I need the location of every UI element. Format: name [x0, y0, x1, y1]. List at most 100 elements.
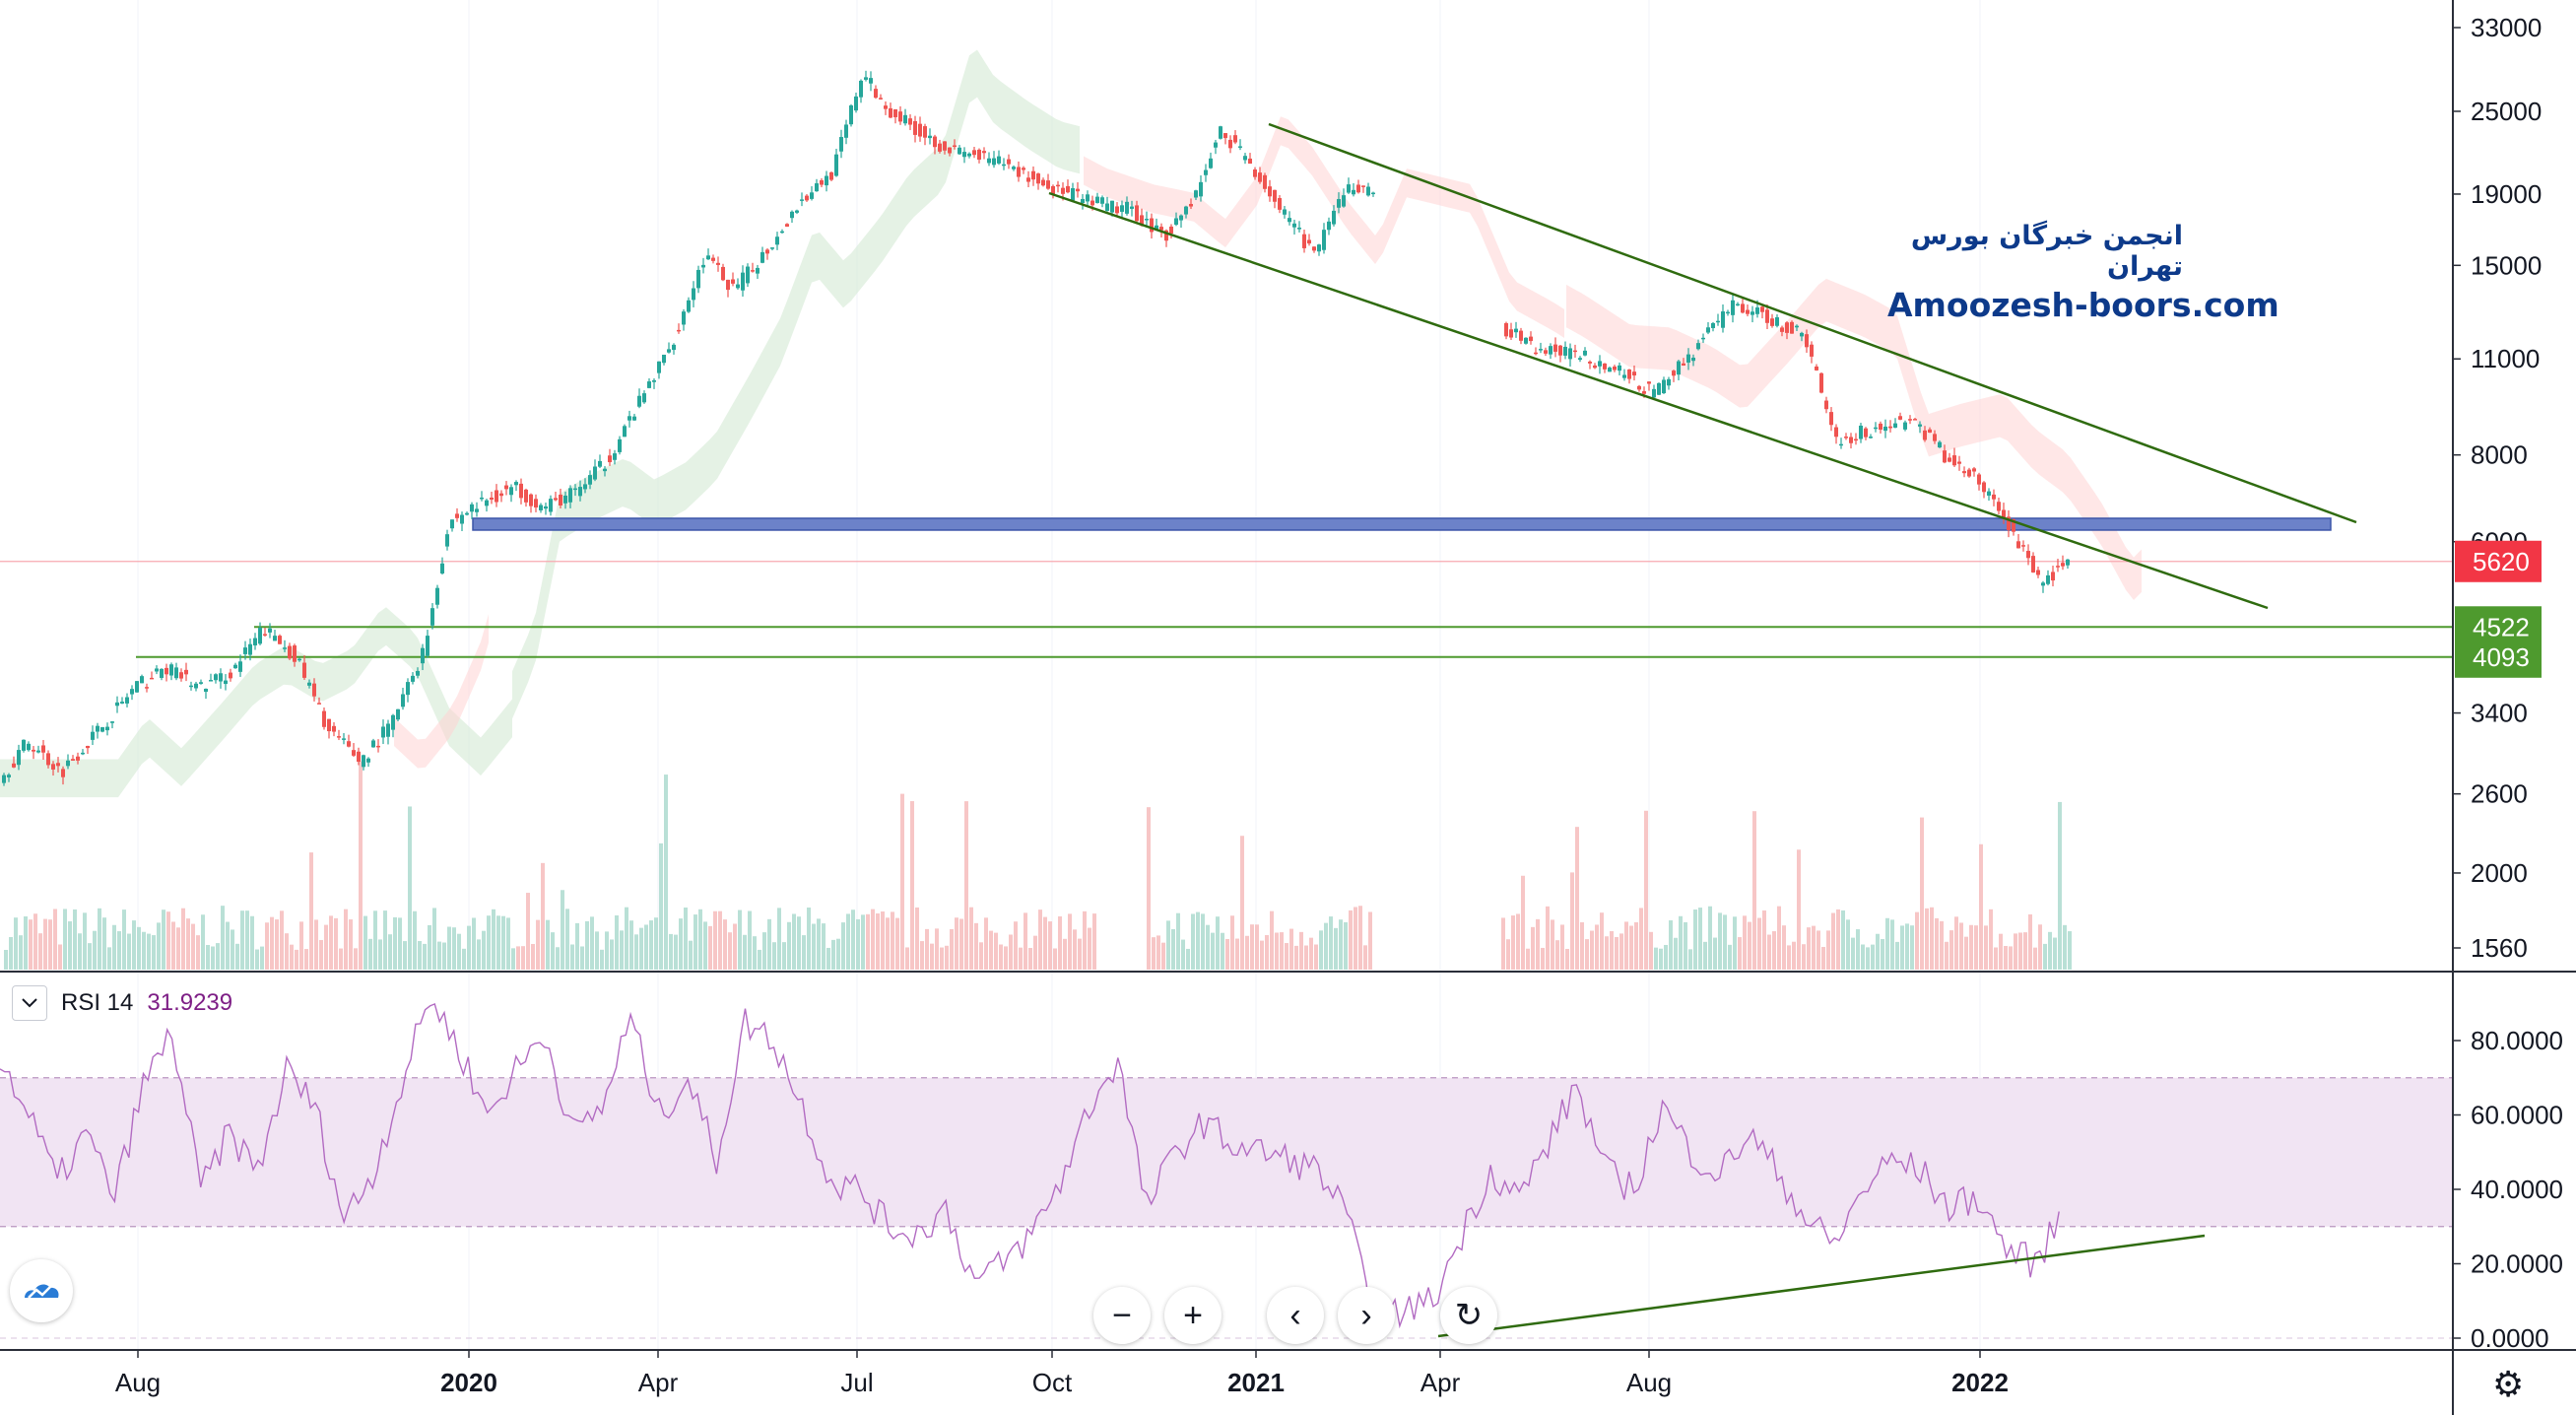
- candle-body: [593, 466, 597, 480]
- volume-bar: [891, 911, 894, 970]
- volume-bar: [482, 930, 486, 970]
- candle-body: [1288, 218, 1291, 223]
- candle-body: [165, 667, 168, 675]
- tradingview-logo[interactable]: [10, 1259, 73, 1322]
- volume-bar: [1191, 913, 1195, 970]
- candle-body: [573, 488, 577, 491]
- candle-body: [1765, 309, 1769, 323]
- candle-body: [1568, 348, 1572, 360]
- candle-body: [672, 344, 676, 351]
- volume-bar: [1009, 934, 1013, 970]
- volume-bar: [270, 916, 274, 970]
- candle-body: [17, 750, 21, 766]
- candle-body: [647, 381, 651, 388]
- candle-body: [568, 488, 572, 503]
- volume-bar: [1688, 949, 1692, 970]
- candle-body: [1356, 184, 1360, 193]
- candle-body: [1327, 221, 1331, 231]
- candle-body: [913, 120, 917, 135]
- volume-bar: [1959, 922, 1963, 970]
- volume-bar: [861, 914, 865, 970]
- volume-bar: [674, 934, 678, 970]
- candle-body: [1933, 434, 1937, 441]
- candle-body: [76, 756, 80, 761]
- volume-bar: [398, 917, 402, 970]
- candle-body: [859, 80, 863, 98]
- scroll-right-button[interactable]: ›: [1338, 1287, 1395, 1344]
- volume-bar: [703, 921, 707, 970]
- candle-body: [1002, 164, 1006, 167]
- volume-bar: [334, 917, 338, 970]
- candle-body: [662, 354, 666, 364]
- candle-body: [1159, 227, 1163, 231]
- candle-body: [1696, 343, 1700, 350]
- candle-body: [652, 379, 656, 382]
- candle-body: [1672, 371, 1676, 376]
- volume-bar: [1708, 906, 1712, 970]
- trend-channel: [1048, 122, 2357, 610]
- candle-body: [893, 108, 897, 117]
- volume-bar: [285, 933, 289, 970]
- volume-bar: [423, 943, 427, 970]
- volume-bar: [245, 910, 249, 970]
- volume-bar: [432, 908, 436, 970]
- volume-bar: [2033, 947, 2037, 970]
- candle-body: [1539, 349, 1543, 351]
- volume-bar: [930, 943, 934, 970]
- volume-bar: [1841, 910, 1845, 970]
- candle-body: [337, 736, 341, 738]
- volume-bar: [743, 934, 747, 970]
- volume-bar: [1600, 912, 1604, 970]
- volume-bar: [88, 943, 92, 970]
- zoom-out-button[interactable]: −: [1093, 1287, 1151, 1344]
- candle-body: [563, 495, 567, 504]
- volume-bar: [1211, 932, 1215, 970]
- candle-body: [598, 460, 602, 467]
- candle-body: [426, 636, 429, 656]
- volume-bar: [1767, 934, 1771, 970]
- volume-bar: [383, 910, 387, 970]
- settings-gear-icon[interactable]: ⚙: [2492, 1364, 2525, 1404]
- candle-body: [1140, 215, 1144, 226]
- volume-bar: [1935, 917, 1939, 970]
- candle-body: [1972, 468, 1976, 472]
- candle-body: [1366, 186, 1370, 196]
- grid-layer: [137, 0, 1981, 1350]
- candle-body: [1879, 423, 1882, 431]
- candle-body: [362, 755, 365, 768]
- candle-body: [603, 468, 607, 472]
- candle-body: [470, 504, 474, 512]
- candle-body: [1992, 494, 1996, 500]
- channel-lower-line: [1048, 191, 2269, 610]
- candle-body: [1824, 400, 1828, 410]
- candle-body: [499, 493, 503, 497]
- volume-bar: [487, 915, 491, 970]
- reset-chart-button[interactable]: ↻: [1440, 1287, 1497, 1344]
- volume-bar: [1590, 930, 1594, 970]
- collapse-button[interactable]: [12, 985, 47, 1021]
- candle-body: [1805, 334, 1809, 348]
- candle-body: [706, 255, 710, 260]
- volume-bar: [33, 913, 37, 970]
- volume-bar: [762, 932, 766, 970]
- volume-bar: [866, 913, 870, 970]
- volume-bar: [1156, 935, 1160, 970]
- volume-bar: [531, 943, 535, 970]
- candle-body: [1608, 368, 1612, 372]
- scroll-left-button[interactable]: ‹: [1267, 1287, 1324, 1344]
- candle-body: [701, 264, 705, 268]
- price-tick-label: 15000: [2471, 250, 2542, 280]
- volume-bar: [492, 909, 495, 970]
- candle-body: [682, 311, 686, 325]
- candle-body: [1238, 146, 1242, 148]
- volume-bar: [925, 928, 929, 970]
- candle-body: [184, 669, 188, 675]
- zoom-in-button[interactable]: +: [1164, 1287, 1222, 1344]
- volume-bar: [280, 910, 284, 970]
- candle-body: [485, 500, 489, 506]
- volume-bar: [536, 919, 540, 970]
- volume-bar: [1304, 945, 1308, 970]
- volume-bar: [1358, 906, 1362, 970]
- candle-body: [1071, 188, 1075, 201]
